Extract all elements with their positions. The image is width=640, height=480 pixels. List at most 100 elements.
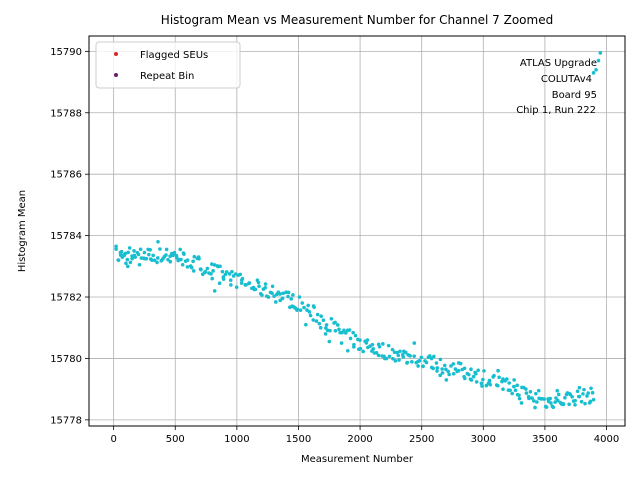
y-axis-ticks: 15778 15780 15782 15784 15786 15788 15790 bbox=[50, 47, 89, 426]
x-axis-ticks: 0 500 1000 1500 2000 2500 3000 3500 4000 bbox=[110, 426, 619, 445]
data-point bbox=[419, 355, 424, 360]
y-tick-label: 15784 bbox=[50, 231, 82, 242]
data-point bbox=[570, 395, 574, 399]
x-tick-label: 3000 bbox=[471, 434, 496, 445]
data-point bbox=[573, 402, 577, 407]
data-point bbox=[469, 367, 473, 371]
data-point bbox=[151, 253, 155, 258]
data-point bbox=[530, 396, 534, 400]
data-point bbox=[414, 360, 419, 365]
data-point bbox=[228, 278, 233, 282]
data-point bbox=[284, 290, 288, 294]
data-point bbox=[598, 51, 603, 55]
data-point bbox=[244, 283, 248, 287]
data-point bbox=[398, 349, 402, 354]
data-point bbox=[166, 257, 170, 262]
data-point bbox=[417, 359, 422, 363]
data-point bbox=[328, 328, 332, 333]
x-tick-label: 1500 bbox=[286, 434, 311, 445]
data-point bbox=[432, 354, 436, 359]
data-point bbox=[591, 397, 596, 402]
data-point bbox=[387, 354, 392, 359]
x-tick-label: 3500 bbox=[532, 434, 557, 445]
data-points-layer bbox=[114, 51, 603, 410]
data-point bbox=[280, 296, 285, 301]
data-point bbox=[344, 331, 348, 335]
data-point bbox=[263, 282, 268, 286]
chart-title: Histogram Mean vs Measurement Number for… bbox=[161, 13, 553, 27]
data-point bbox=[515, 383, 519, 388]
data-point bbox=[333, 329, 338, 333]
data-point bbox=[579, 399, 584, 404]
data-point bbox=[221, 277, 226, 281]
data-point bbox=[329, 317, 334, 321]
data-point bbox=[515, 392, 520, 397]
data-point bbox=[345, 348, 350, 353]
data-point bbox=[391, 356, 395, 361]
x-tick-label: 0 bbox=[110, 434, 116, 445]
data-point bbox=[342, 328, 346, 333]
data-point bbox=[238, 272, 243, 277]
data-point bbox=[298, 308, 303, 312]
data-point bbox=[297, 295, 302, 299]
data-point bbox=[155, 260, 159, 265]
data-point bbox=[451, 371, 456, 376]
data-point bbox=[565, 391, 570, 395]
data-point bbox=[178, 247, 182, 252]
data-point bbox=[563, 395, 567, 400]
data-point bbox=[200, 272, 205, 276]
data-point bbox=[130, 256, 134, 261]
data-point bbox=[307, 310, 312, 314]
data-point bbox=[480, 384, 484, 388]
data-point bbox=[390, 347, 395, 352]
data-point bbox=[333, 320, 337, 325]
data-point bbox=[412, 354, 416, 358]
data-point bbox=[376, 353, 381, 358]
data-point bbox=[476, 368, 480, 373]
data-point bbox=[469, 378, 474, 382]
data-point bbox=[591, 71, 596, 75]
data-point bbox=[396, 353, 401, 358]
data-point bbox=[211, 269, 215, 273]
data-point bbox=[577, 385, 582, 390]
data-point bbox=[317, 321, 322, 326]
data-point bbox=[455, 369, 459, 374]
data-point bbox=[481, 377, 485, 382]
data-point bbox=[118, 253, 123, 257]
data-point bbox=[142, 250, 147, 255]
data-point bbox=[492, 373, 496, 378]
data-point bbox=[531, 399, 536, 403]
data-point bbox=[172, 250, 177, 255]
data-point bbox=[148, 257, 153, 261]
data-point bbox=[183, 259, 188, 263]
data-point bbox=[544, 405, 549, 409]
data-point bbox=[240, 276, 245, 281]
data-point bbox=[144, 256, 149, 261]
data-point bbox=[444, 378, 449, 382]
data-point bbox=[119, 249, 124, 254]
data-point bbox=[462, 366, 467, 371]
data-point bbox=[393, 359, 398, 363]
data-point bbox=[371, 347, 376, 351]
data-point bbox=[583, 401, 587, 406]
data-point bbox=[123, 251, 128, 256]
data-point bbox=[561, 401, 566, 406]
data-point bbox=[175, 255, 179, 260]
data-point bbox=[308, 313, 313, 318]
data-point bbox=[435, 366, 440, 370]
data-point bbox=[132, 253, 137, 258]
data-point bbox=[586, 391, 590, 395]
data-point bbox=[431, 366, 435, 371]
annotation-line-3: Board 95 bbox=[552, 90, 597, 101]
data-point bbox=[289, 297, 294, 301]
data-point bbox=[210, 276, 215, 281]
data-point bbox=[397, 358, 401, 362]
data-point bbox=[352, 345, 356, 349]
data-point bbox=[429, 356, 434, 361]
data-point bbox=[577, 394, 582, 399]
data-point bbox=[473, 370, 477, 375]
data-point bbox=[125, 257, 130, 262]
data-point bbox=[164, 247, 169, 252]
data-point bbox=[421, 364, 425, 369]
data-point bbox=[534, 391, 538, 396]
